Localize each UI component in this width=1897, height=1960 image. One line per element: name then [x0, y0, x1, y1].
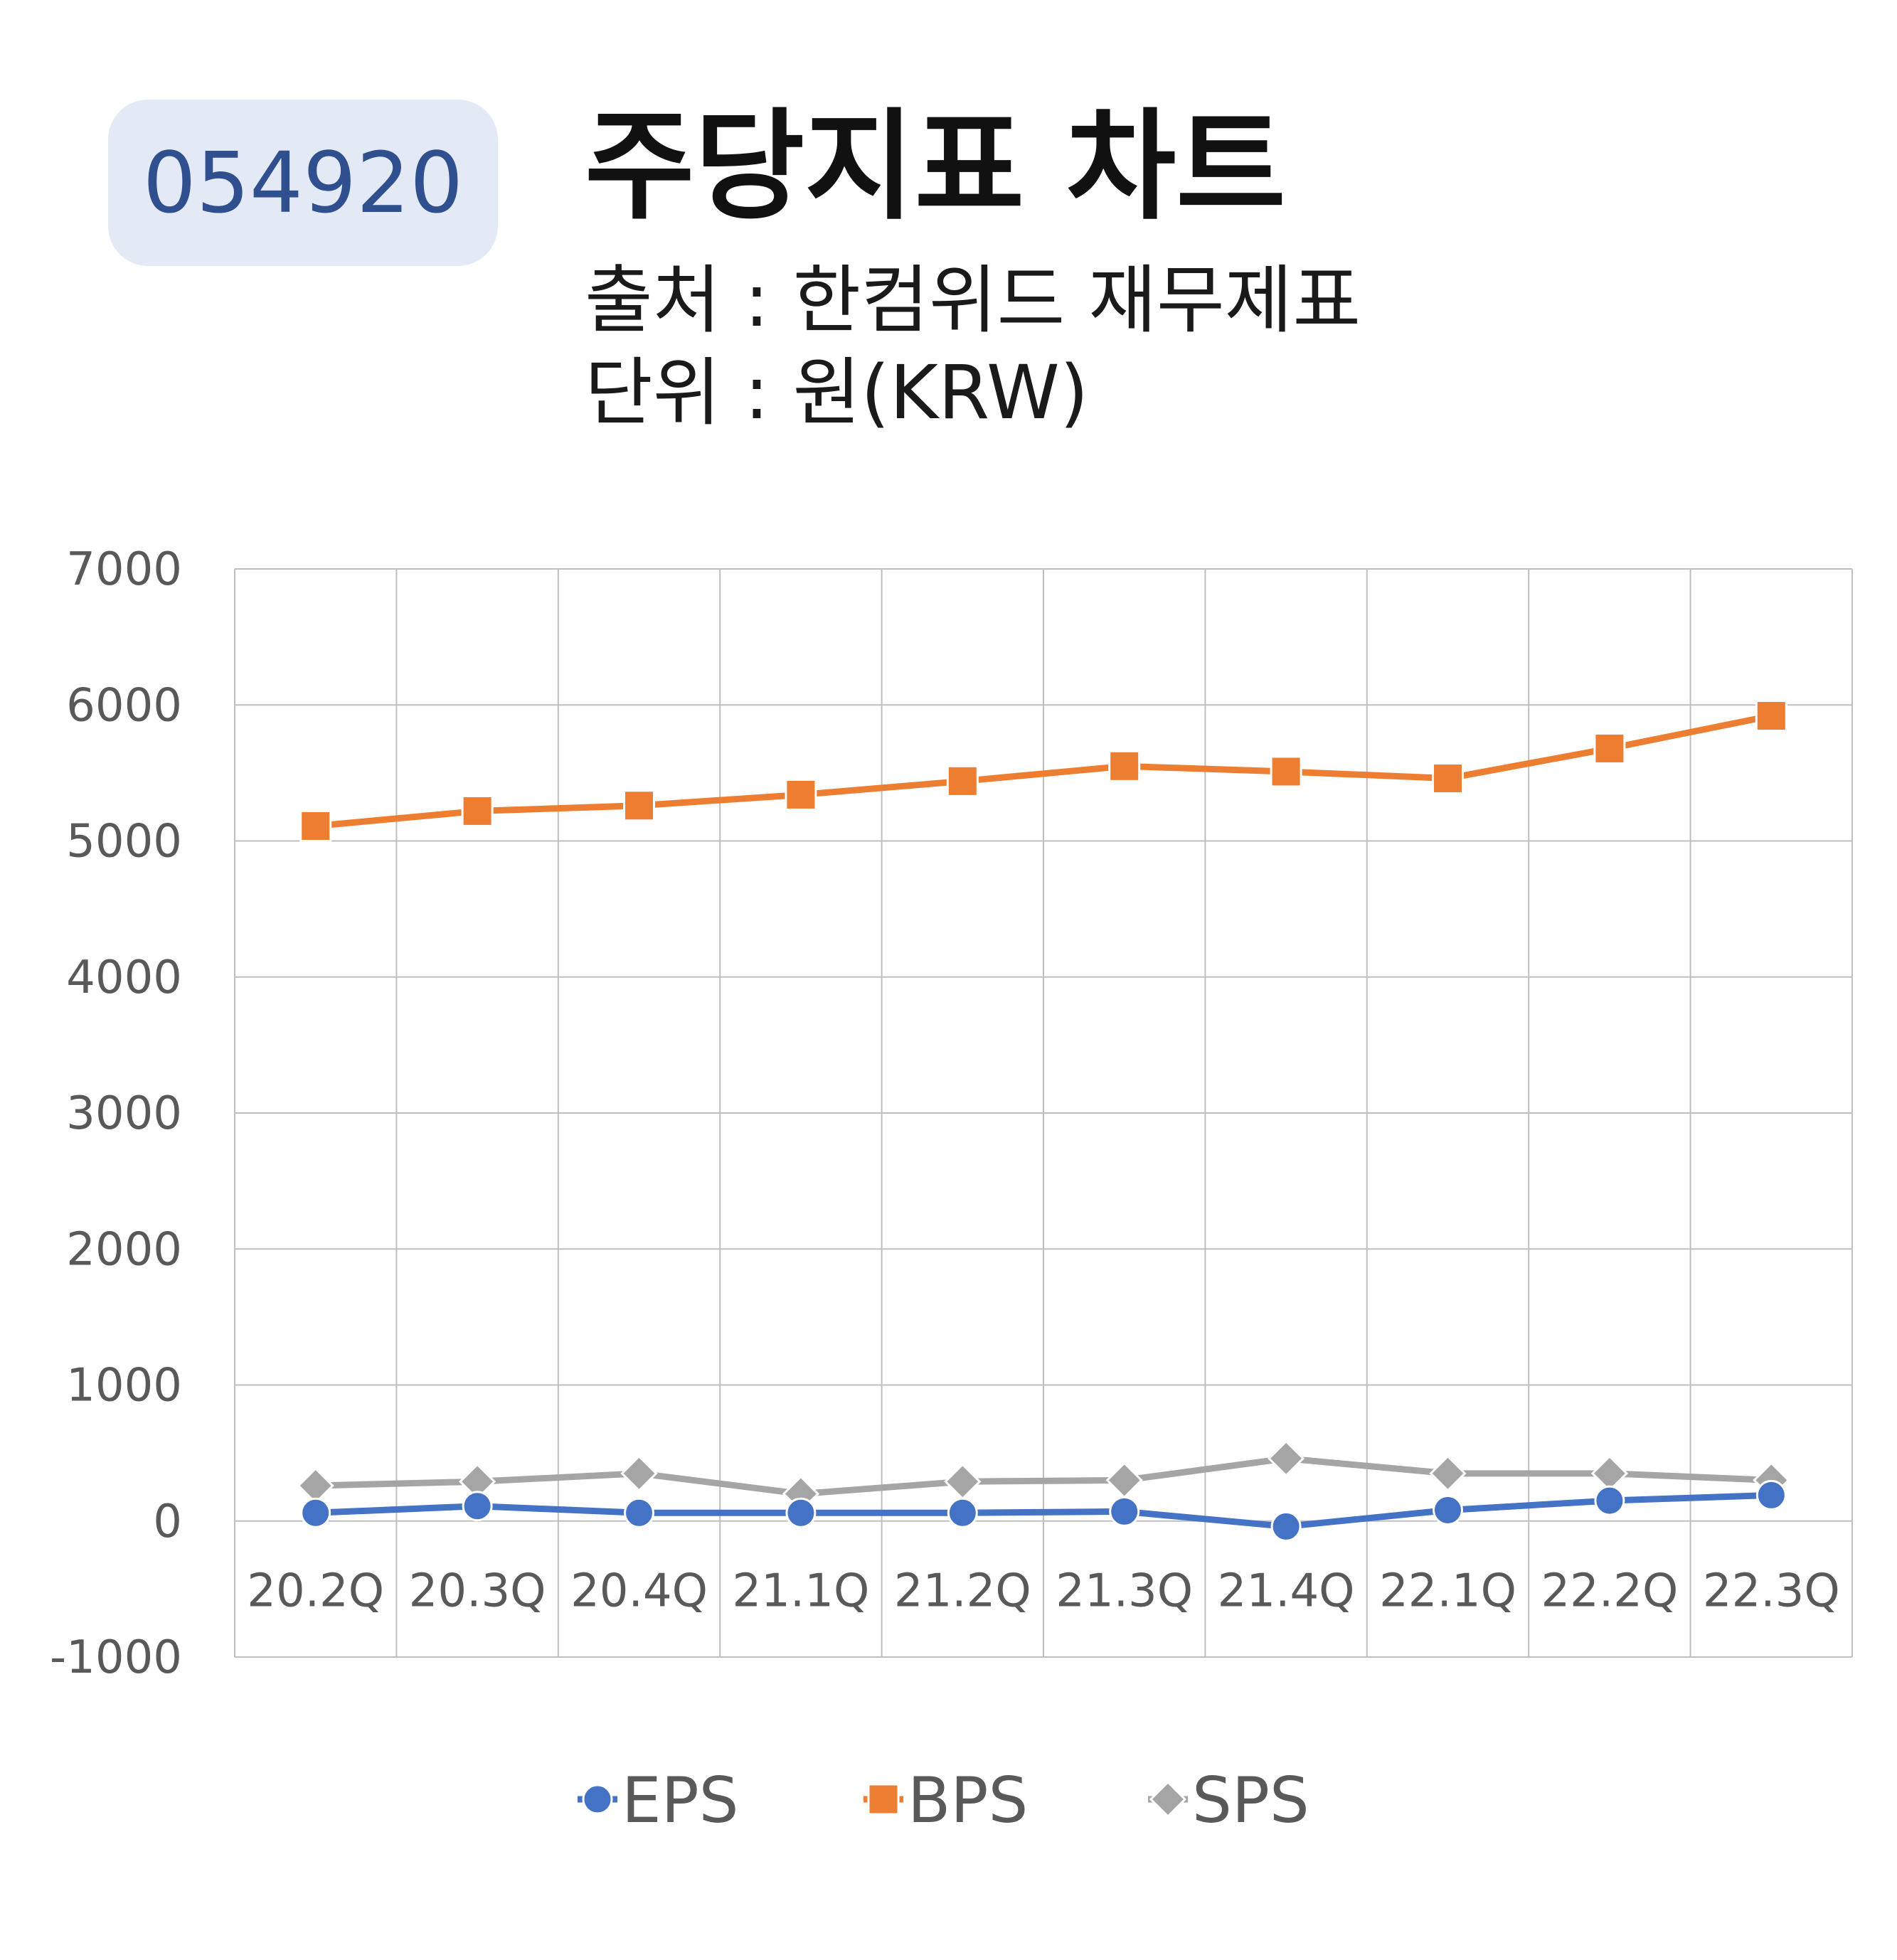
data-point-bps [1108, 750, 1141, 782]
data-point-eps [624, 1497, 654, 1528]
series-line-bps [312, 713, 1775, 829]
y-tick-label: 5000 [66, 816, 182, 868]
legend-label: EPS [622, 1764, 739, 1837]
legend-swatch-marker [867, 1783, 900, 1816]
x-category-label: 22.3Q [1703, 1565, 1840, 1617]
y-tick-label: 7000 [66, 543, 182, 596]
series-eps [300, 1479, 1787, 1542]
legend-item-bps: BPS [864, 1764, 1028, 1837]
data-point-bps [946, 765, 979, 797]
data-point-bps [1432, 762, 1464, 795]
y-axis-ticks: 7000 6000 5000 4000 3000 2000 1000 0 -1000 [50, 543, 182, 1684]
series-lines [297, 700, 1790, 1542]
x-axis-categories: 20.2Q 20.3Q 20.4Q 21.1Q 21.2Q 21.3Q 21.4Q 22.1Q… [247, 1565, 1839, 1617]
data-point-sps [944, 1463, 982, 1501]
data-point-eps [1755, 1479, 1787, 1511]
chart-title: 주당지표 차트 [585, 97, 1286, 236]
x-category-label: 21.4Q [1218, 1565, 1355, 1617]
y-tick-label: 0 [153, 1496, 182, 1548]
data-point-bps [1593, 732, 1626, 765]
legend-item-sps: SPS [1148, 1764, 1309, 1837]
source-label: 출처 : 한컴위드 재무제표 [585, 257, 1361, 343]
y-tick-label: 4000 [66, 952, 182, 1004]
x-category-label: 21.1Q [732, 1565, 869, 1617]
legend-item-eps: EPS [578, 1764, 739, 1837]
stock-code: 054920 [142, 134, 464, 232]
y-tick-label: 2000 [66, 1223, 182, 1276]
y-tick-label: 1000 [66, 1360, 182, 1412]
data-point-eps [1594, 1485, 1625, 1516]
legend-swatch-marker [582, 1784, 613, 1815]
x-category-label: 22.1Q [1379, 1565, 1516, 1617]
data-point-bps [461, 794, 494, 827]
x-category-label: 21.2Q [894, 1565, 1031, 1617]
series-line-eps [312, 1491, 1775, 1530]
y-tick-label: -1000 [50, 1631, 182, 1684]
data-point-sps [1105, 1461, 1143, 1499]
data-point-bps [1270, 755, 1302, 788]
data-point-eps [785, 1497, 817, 1528]
y-tick-label: 3000 [66, 1087, 182, 1140]
legend-label: SPS [1192, 1764, 1309, 1837]
data-point-eps [1109, 1496, 1140, 1527]
legend-swatch-marker [1149, 1780, 1187, 1818]
legend-label: BPS [908, 1764, 1028, 1837]
data-point-sps [1429, 1454, 1467, 1492]
series-line-sps [312, 1455, 1775, 1497]
x-category-label: 20.4Q [570, 1565, 708, 1617]
data-point-eps [947, 1497, 978, 1528]
data-point-bps [623, 789, 655, 822]
series-sps [297, 1439, 1790, 1513]
data-point-eps [462, 1491, 493, 1522]
stock-code-badge: 054920 [108, 100, 498, 266]
unit-label: 단위 : 원(KRW) [585, 349, 1089, 436]
x-category-label: 21.3Q [1056, 1565, 1193, 1617]
data-point-bps [1755, 700, 1787, 733]
data-point-eps [1270, 1511, 1302, 1542]
legend: EPS BPS SPS [578, 1764, 1309, 1837]
data-point-bps [785, 778, 817, 811]
x-category-label: 20.2Q [247, 1565, 384, 1617]
x-category-label: 20.3Q [409, 1565, 546, 1617]
data-point-eps [300, 1497, 331, 1528]
data-point-bps [299, 809, 332, 842]
data-point-eps [1433, 1494, 1463, 1525]
grid [234, 568, 1853, 1658]
series-bps [299, 700, 1787, 842]
data-point-sps [1267, 1439, 1305, 1477]
data-point-sps [620, 1454, 658, 1492]
y-tick-label: 6000 [66, 679, 182, 732]
x-category-label: 22.2Q [1541, 1565, 1678, 1617]
